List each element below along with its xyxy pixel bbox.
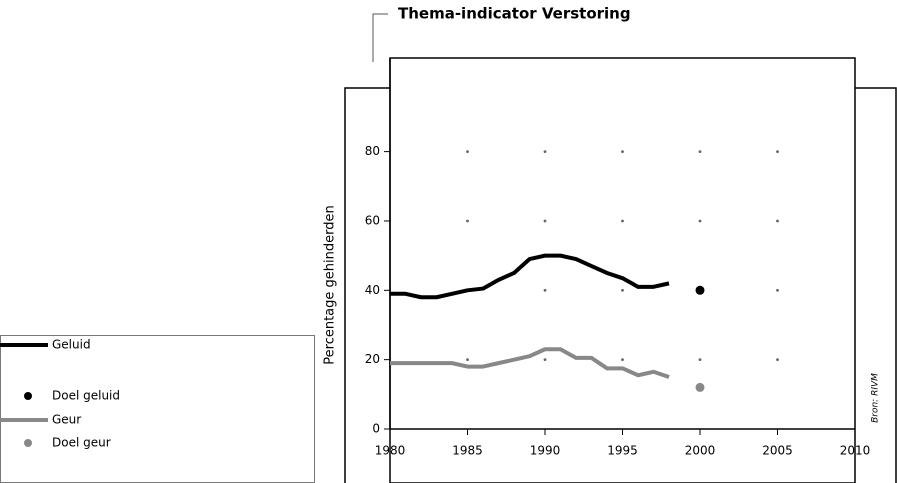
x-tick-label: 2010: [840, 444, 871, 458]
target-point: [695, 382, 705, 392]
target-point: [695, 285, 705, 295]
legend-label: Geluid: [52, 338, 91, 352]
title-bracket: [372, 13, 388, 62]
legend-box: [0, 335, 315, 483]
grid-dot: [776, 358, 779, 362]
grid-dot: [543, 219, 547, 223]
y-tick-label: 0: [372, 422, 380, 436]
grid-dot: [466, 219, 469, 223]
grid-dot: [543, 150, 547, 154]
grid-dot: [621, 219, 624, 223]
x-tick-label: 1995: [607, 444, 638, 458]
plot-frame: [389, 57, 856, 483]
y-tick-label: 80: [365, 144, 380, 158]
grid-dot: [543, 358, 547, 362]
series-line: [390, 253, 670, 300]
series-line: [390, 347, 670, 379]
grid-dot: [698, 150, 702, 154]
legend-label: Doel geur: [52, 436, 111, 450]
outer-frame: [344, 87, 897, 483]
x-tick-label: 1985: [452, 444, 483, 458]
y-tick-label: 40: [365, 283, 380, 297]
grid-dot: [621, 150, 624, 154]
grid-dot: [698, 358, 702, 362]
grid-dot: [776, 288, 779, 292]
x-tick-label: 1990: [530, 444, 561, 458]
y-tick-label: 60: [365, 213, 380, 227]
grid-dot: [776, 150, 779, 154]
chart-title: Thema-indicator Verstoring: [398, 5, 631, 23]
legend-label: Geur: [52, 413, 81, 427]
y-tick-label: 20: [365, 352, 380, 366]
source-note: Bron: RIVM: [871, 373, 881, 423]
x-tick-label: 2005: [762, 444, 793, 458]
grid-dot: [543, 288, 547, 292]
grid-dot: [776, 219, 779, 223]
x-tick-label: 1980: [375, 444, 406, 458]
legend-label: Doel geluid: [52, 389, 120, 403]
grid-dot: [698, 219, 702, 223]
legend-dot: [24, 392, 32, 400]
y-axis-label: Percentage gehinderden: [323, 205, 338, 364]
grid-dot: [466, 358, 469, 362]
x-tick-label: 2000: [685, 444, 716, 458]
grid-dot: [621, 288, 624, 292]
legend-dot: [24, 439, 32, 447]
grid-dot: [621, 358, 624, 362]
grid-dot: [466, 150, 469, 154]
